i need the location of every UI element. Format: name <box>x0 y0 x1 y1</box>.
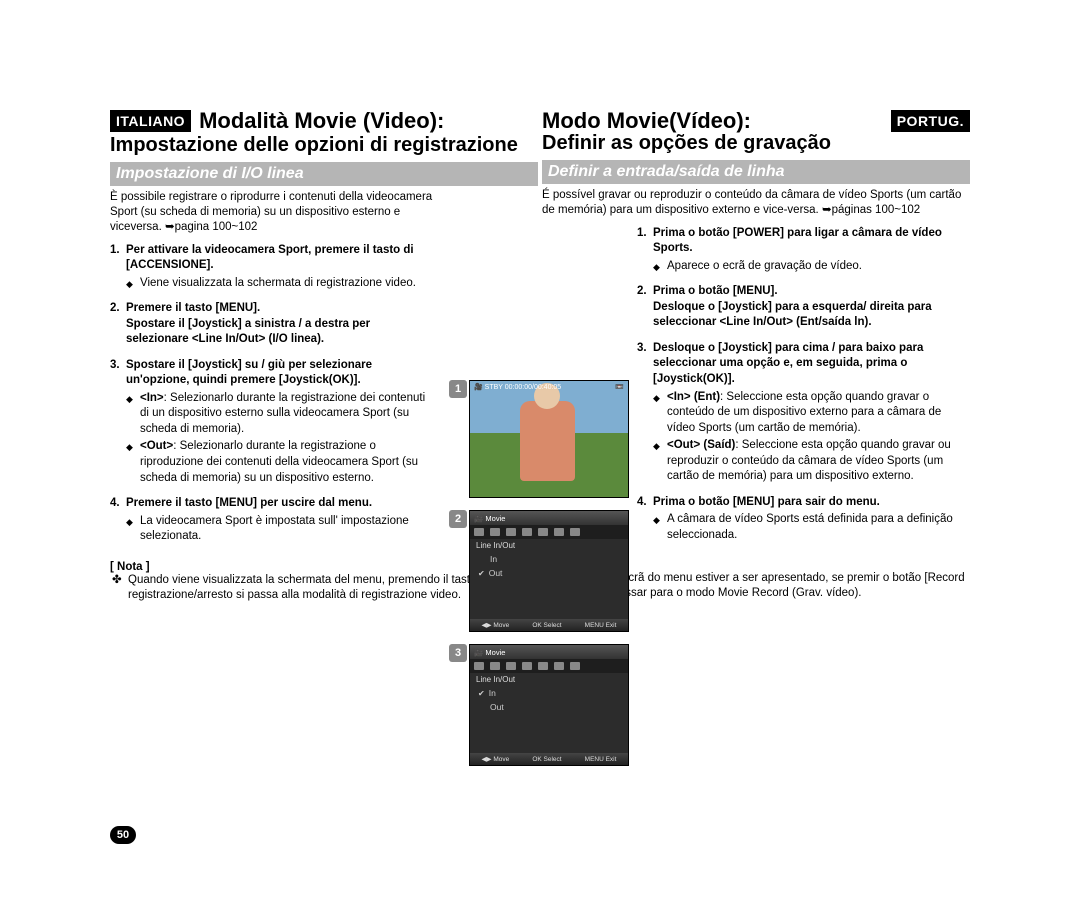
step2a-pt: Prima o botão [MENU]. <box>653 285 778 297</box>
menu-opt-out-3[interactable]: Out <box>470 700 628 714</box>
step-2-pt: 2. Prima o botão [MENU]. Desloque o [Joy… <box>637 284 962 331</box>
subtitle-it: Impostazione delle opzioni di registrazi… <box>110 134 538 157</box>
rec-status: 🎥 STBY 00:00:00/00:40:05 <box>474 383 561 391</box>
title-pt: Modo Movie(Vídeo): <box>542 108 751 134</box>
step3-in-pt: <In> (Ent): Seleccione esta opção quando… <box>653 390 962 437</box>
step2b-pt: Desloque o [Joystick] para a esquerda/ d… <box>653 301 932 329</box>
step-3-pt: 3. Desloque o [Joystick] para cima / par… <box>637 341 962 485</box>
steps-pt: 1. Prima o botão [POWER] para ligar a câ… <box>637 226 962 553</box>
step3-out-pt: <Out> (Saíd): Seleccione esta opção quan… <box>653 438 962 485</box>
menu-icon-row-3 <box>470 659 628 673</box>
section-header-pt: Definir a entrada/saída de linha <box>542 160 970 184</box>
screenshot-badge-2: 2 <box>449 510 467 528</box>
battery-icon: 📼 <box>615 383 624 391</box>
step-1-pt: 1. Prima o botão [POWER] para ligar a câ… <box>637 226 962 275</box>
step4-bold-pt: Prima o botão [MENU] para sair do menu. <box>653 496 880 508</box>
menu-opt-in-3[interactable]: In <box>470 686 628 700</box>
step1-sub-pt: Aparece o ecrã de gravação de vídeo. <box>653 259 962 275</box>
menu-title-2: 🎥 Movie <box>474 514 505 523</box>
screenshot-1: 1 🎥 STBY 00:00:00/00:40:05 📼 <box>455 380 625 498</box>
step4-sub-pt: A câmara de vídeo Sports está definida p… <box>653 512 962 543</box>
foot-select-2: OK Select <box>532 622 561 629</box>
screenshot-badge-1: 1 <box>449 380 467 398</box>
foot-exit-2: MENU Exit <box>585 622 617 629</box>
lang-badge-pt: PORTUG. <box>891 110 970 132</box>
step3-bold-pt: Desloque o [Joystick] para cima / para b… <box>653 342 923 385</box>
manual-page: ITALIANO Modalità Movie (Video): Imposta… <box>110 108 970 838</box>
section-header-it: Impostazione di I/O linea <box>110 162 538 186</box>
step2b-it: Spostare il [Joystick] a sinistra / a de… <box>126 318 370 346</box>
step-1-it: 1. Per attivare la videocamera Sport, pr… <box>110 243 435 292</box>
foot-move-3: ◀▶ Move <box>482 755 510 763</box>
step4-sub-it: La videocamera Sport è impostata sull' i… <box>126 514 435 545</box>
step1-bold-it: Per attivare la videocamera Sport, preme… <box>126 244 414 272</box>
step-3-it: 3. Spostare il [Joystick] su / giù per s… <box>110 358 435 486</box>
menu-title-3: 🎥 Movie <box>474 648 505 657</box>
foot-exit-3: MENU Exit <box>585 756 617 763</box>
lang-badge-it: ITALIANO <box>110 110 191 132</box>
screenshot-column: 1 🎥 STBY 00:00:00/00:40:05 📼 2 🎥 Movie L… <box>450 380 630 778</box>
step3-bold-it: Spostare il [Joystick] su / giù per sele… <box>126 359 372 387</box>
title-it: Modalità Movie (Video): <box>199 108 444 134</box>
foot-select-3: OK Select <box>532 756 561 763</box>
menu-opt-out-2[interactable]: Out <box>470 566 628 580</box>
screenshot-3: 3 🎥 Movie Line In/Out In Out ◀▶ Move OK … <box>455 644 625 766</box>
menu-icon-row <box>470 525 628 539</box>
menu-section-3: Line In/Out <box>470 673 628 686</box>
menu-section-2: Line In/Out <box>470 539 628 552</box>
foot-move-2: ◀▶ Move <box>482 621 510 629</box>
screenshot-badge-3: 3 <box>449 644 467 662</box>
menu-opt-in-2[interactable]: In <box>470 552 628 566</box>
step-2-it: 2. Premere il tasto [MENU]. Spostare il … <box>110 301 435 348</box>
screenshot-2: 2 🎥 Movie Line In/Out In Out ◀▶ Move OK … <box>455 510 625 632</box>
intro-pt: É possível gravar ou reproduzir o conteú… <box>542 188 970 218</box>
step3-in-it: <In>: Selezionarlo durante la registrazi… <box>126 391 435 438</box>
page-number: 50 <box>110 826 136 844</box>
step4-bold-it: Premere il tasto [MENU] per uscire dal m… <box>126 497 372 509</box>
step1-bold-pt: Prima o botão [POWER] para ligar a câmar… <box>653 227 942 255</box>
step-4-it: 4. Premere il tasto [MENU] per uscire da… <box>110 496 435 545</box>
steps-it: 1. Per attivare la videocamera Sport, pr… <box>110 243 435 555</box>
step1-sub-it: Viene visualizzata la schermata di regis… <box>126 276 435 292</box>
camera-subject-icon <box>520 401 575 481</box>
step-4-pt: 4. Prima o botão [MENU] para sair do men… <box>637 495 962 544</box>
step3-out-it: <Out>: Selezionarlo durante la registraz… <box>126 439 435 486</box>
intro-it: È possibile registrare o riprodurre i co… <box>110 190 450 235</box>
step2a-it: Premere il tasto [MENU]. <box>126 302 260 314</box>
subtitle-pt: Definir as opções de gravação <box>542 132 970 155</box>
